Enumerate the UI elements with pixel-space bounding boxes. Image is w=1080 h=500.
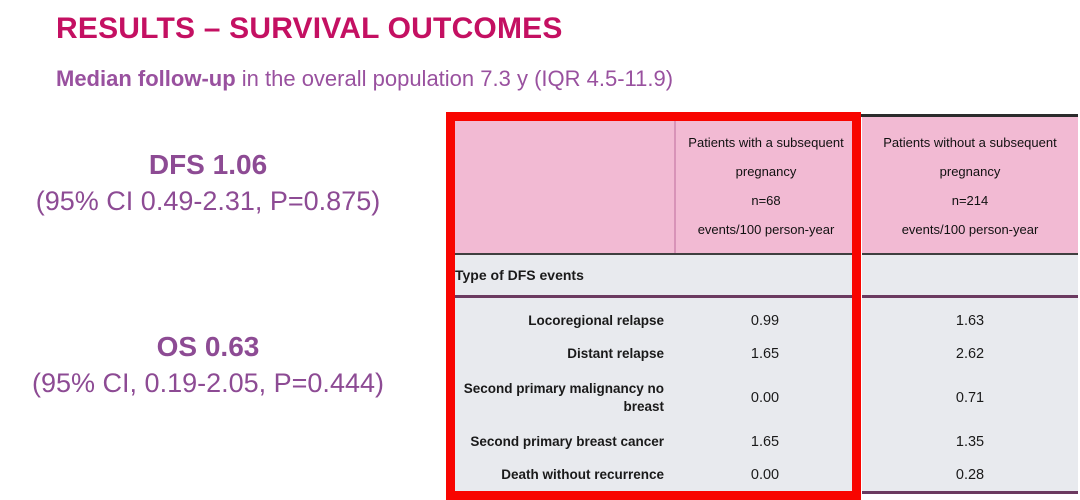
- section-label: Type of DFS events: [455, 267, 584, 283]
- section-bottom-rule: [450, 295, 856, 298]
- value-with-pregnancy: 1.65: [750, 433, 780, 450]
- value-without-pregnancy: 0.71: [955, 389, 985, 406]
- header-without-pregnancy: Patients without a subsequent pregnancy …: [862, 117, 1078, 253]
- os-confidence-interval: (95% CI, 0.19-2.05, P=0.444): [32, 368, 384, 398]
- value-with-pregnancy: 1.65: [750, 345, 780, 362]
- header-line: pregnancy: [735, 164, 797, 179]
- value-without-pregnancy: 2.62: [955, 345, 985, 362]
- dfs-confidence-interval: (95% CI 0.49-2.31, P=0.875): [35, 186, 381, 216]
- dfs-hazard-ratio: DFS 1.06: [148, 149, 268, 180]
- dfs-event-label: Locoregional relapse: [528, 312, 664, 328]
- section-row-type-of-dfs-events: Type of DFS events: [450, 255, 856, 295]
- header-line: events/100 person-year: [901, 222, 1039, 237]
- table-body-left: Locoregional relapse 0.99 Distant relaps…: [450, 298, 856, 497]
- dfs-event-label: Second primary breast cancer: [470, 433, 664, 449]
- table-header-left: Patients with a subsequent pregnancy n=6…: [450, 117, 856, 253]
- header-with-pregnancy: Patients with a subsequent pregnancy n=6…: [674, 117, 856, 253]
- header-bottom-rule: [862, 253, 1078, 255]
- section-row-empty: [862, 255, 1078, 295]
- header-empty-cell: [450, 117, 674, 253]
- page-title: RESULTS – SURVIVAL OUTCOMES: [56, 12, 563, 45]
- subtitle-lead: Median follow-up: [56, 66, 236, 91]
- os-stat-block: OS 0.63 (95% CI, 0.19-2.05, P=0.444): [6, 328, 410, 402]
- header-line: pregnancy: [939, 164, 1001, 179]
- os-hazard-ratio: OS 0.63: [156, 331, 260, 362]
- dfs-stat-block: DFS 1.06 (95% CI 0.49-2.31, P=0.875): [6, 146, 410, 220]
- header-line: n=214: [951, 193, 989, 208]
- dfs-event-label: Second primary malignancy no breast: [463, 380, 664, 414]
- value-without-pregnancy: 0.28: [955, 466, 985, 483]
- section-bottom-rule: [862, 295, 1078, 298]
- header-line: events/100 person-year: [697, 222, 835, 237]
- header-line: Patients without a subsequent: [883, 135, 1057, 150]
- subtitle-rest: in the overall population 7.3 y (IQR 4.5…: [235, 66, 674, 91]
- header-line: n=68: [751, 193, 781, 208]
- header-bottom-rule: [450, 253, 856, 255]
- value-without-pregnancy: 1.63: [955, 312, 985, 329]
- value-with-pregnancy: 0.00: [750, 466, 780, 483]
- value-with-pregnancy: 0.99: [750, 312, 780, 329]
- subtitle: Median follow-up in the overall populati…: [56, 66, 673, 92]
- outcomes-table: Patients with a subsequent pregnancy n=6…: [446, 112, 1078, 500]
- dfs-event-label: Death without recurrence: [501, 466, 664, 482]
- value-without-pregnancy: 1.35: [955, 433, 985, 450]
- table-left-section: Patients with a subsequent pregnancy n=6…: [450, 117, 856, 497]
- table-right-section: Patients without a subsequent pregnancy …: [862, 117, 1078, 497]
- table-body-right: 1.63 2.62 0.71 1.35 0.28: [862, 298, 1078, 494]
- value-with-pregnancy: 0.00: [750, 389, 780, 406]
- header-line: Patients with a subsequent: [688, 135, 844, 150]
- dfs-event-label: Distant relapse: [567, 345, 664, 361]
